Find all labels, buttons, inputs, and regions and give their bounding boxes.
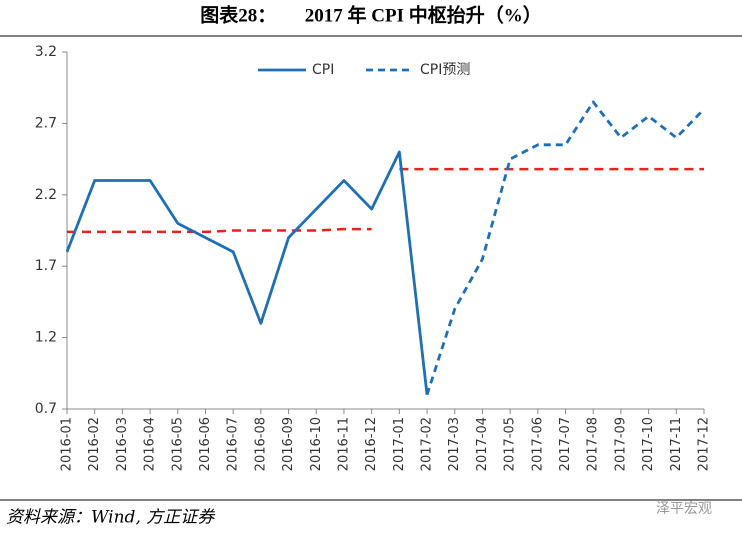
x-tick-label: 2016-06 xyxy=(198,417,213,471)
x-tick-label: 2016-02 xyxy=(87,417,102,471)
y-tick-label: 2.2 xyxy=(35,187,57,203)
x-tick-label: 2016-12 xyxy=(364,417,379,471)
x-tick-label: 2016-11 xyxy=(336,417,351,471)
y-tick-label: 1.2 xyxy=(35,330,57,346)
x-tick-label: 2017-09 xyxy=(613,417,628,471)
x-tick-label: 2017-06 xyxy=(530,417,545,471)
x-tick-label: 2016-08 xyxy=(253,417,268,471)
x-tick-label: 2017-12 xyxy=(697,417,712,471)
y-tick-label: 3.2 xyxy=(35,44,57,60)
x-tick-label: 2017-08 xyxy=(586,417,601,471)
y-tick-label: 1.7 xyxy=(35,258,57,274)
x-tick-label: 2016-01 xyxy=(60,417,75,471)
x-tick-label: 2017-07 xyxy=(558,417,573,471)
x-tick-label: 2016-03 xyxy=(115,417,130,471)
x-tick-label: 2016-04 xyxy=(143,417,158,471)
x-tick-label: 2017-10 xyxy=(641,417,656,471)
x-tick-label: 2017-04 xyxy=(475,417,490,471)
x-tick-label: 2017-11 xyxy=(669,417,684,471)
chart-title: 图表28： 2017 年 CPI 中枢抬升（%） xyxy=(200,3,541,26)
x-tick-label: 2017-03 xyxy=(447,417,462,471)
series-line xyxy=(425,100,706,396)
reference-line xyxy=(67,227,372,234)
source: 资料来源：Wind, 方正证券 xyxy=(6,508,216,528)
y-tick-label: 0.7 xyxy=(35,401,57,417)
legend-label: CPI xyxy=(312,62,334,78)
x-tick-label: 2016-09 xyxy=(281,417,296,471)
x-tick-label: 2016-10 xyxy=(309,417,324,471)
x-tick-label: 2017-02 xyxy=(420,417,435,471)
x-tick-label: 2017-01 xyxy=(392,417,407,471)
watermark: 泽平宏观 xyxy=(656,501,712,517)
y-tick-label: 2.7 xyxy=(35,115,57,131)
legend-label: CPI预测 xyxy=(420,62,470,78)
x-tick-label: 2016-07 xyxy=(226,417,241,471)
x-tick-label: 2016-05 xyxy=(170,417,185,471)
x-tick-label: 2017-05 xyxy=(503,417,518,471)
series-line xyxy=(65,150,429,395)
